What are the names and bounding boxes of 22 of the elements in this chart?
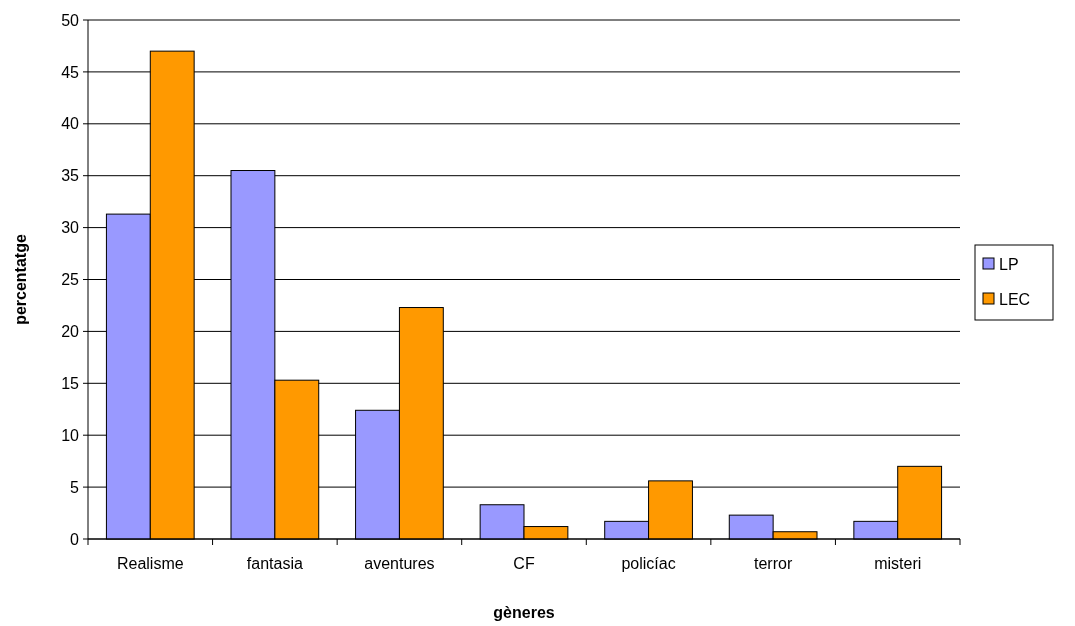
y-tick-label: 10: [61, 426, 80, 444]
x-tick-label: aventures: [364, 555, 435, 572]
x-tick-label: terror: [754, 555, 793, 572]
x-tick-label: CF: [513, 555, 535, 572]
y-tick-label: 45: [61, 63, 80, 81]
y-tick-label: 0: [70, 530, 80, 548]
x-tick-label: policíac: [621, 555, 676, 572]
y-tick-label: 50: [61, 11, 80, 29]
y-axis-title: percentatge: [12, 234, 29, 325]
x-tick-label: misteri: [874, 555, 922, 572]
y-tick-label: 30: [61, 219, 80, 237]
legend-label: LP: [999, 255, 1019, 273]
x-tick-label: fantasia: [246, 555, 303, 572]
y-tick-label: 40: [61, 115, 80, 133]
legend-label: LEC: [999, 290, 1031, 308]
y-tick-label: 25: [61, 271, 80, 289]
x-tick-label: Realisme: [116, 555, 184, 572]
x-axis-title: gèneres: [493, 604, 555, 621]
y-tick-label: 15: [61, 374, 80, 392]
y-tick-label: 5: [70, 478, 80, 496]
y-tick-label: 35: [61, 167, 80, 185]
y-tick-label: 20: [61, 323, 80, 340]
